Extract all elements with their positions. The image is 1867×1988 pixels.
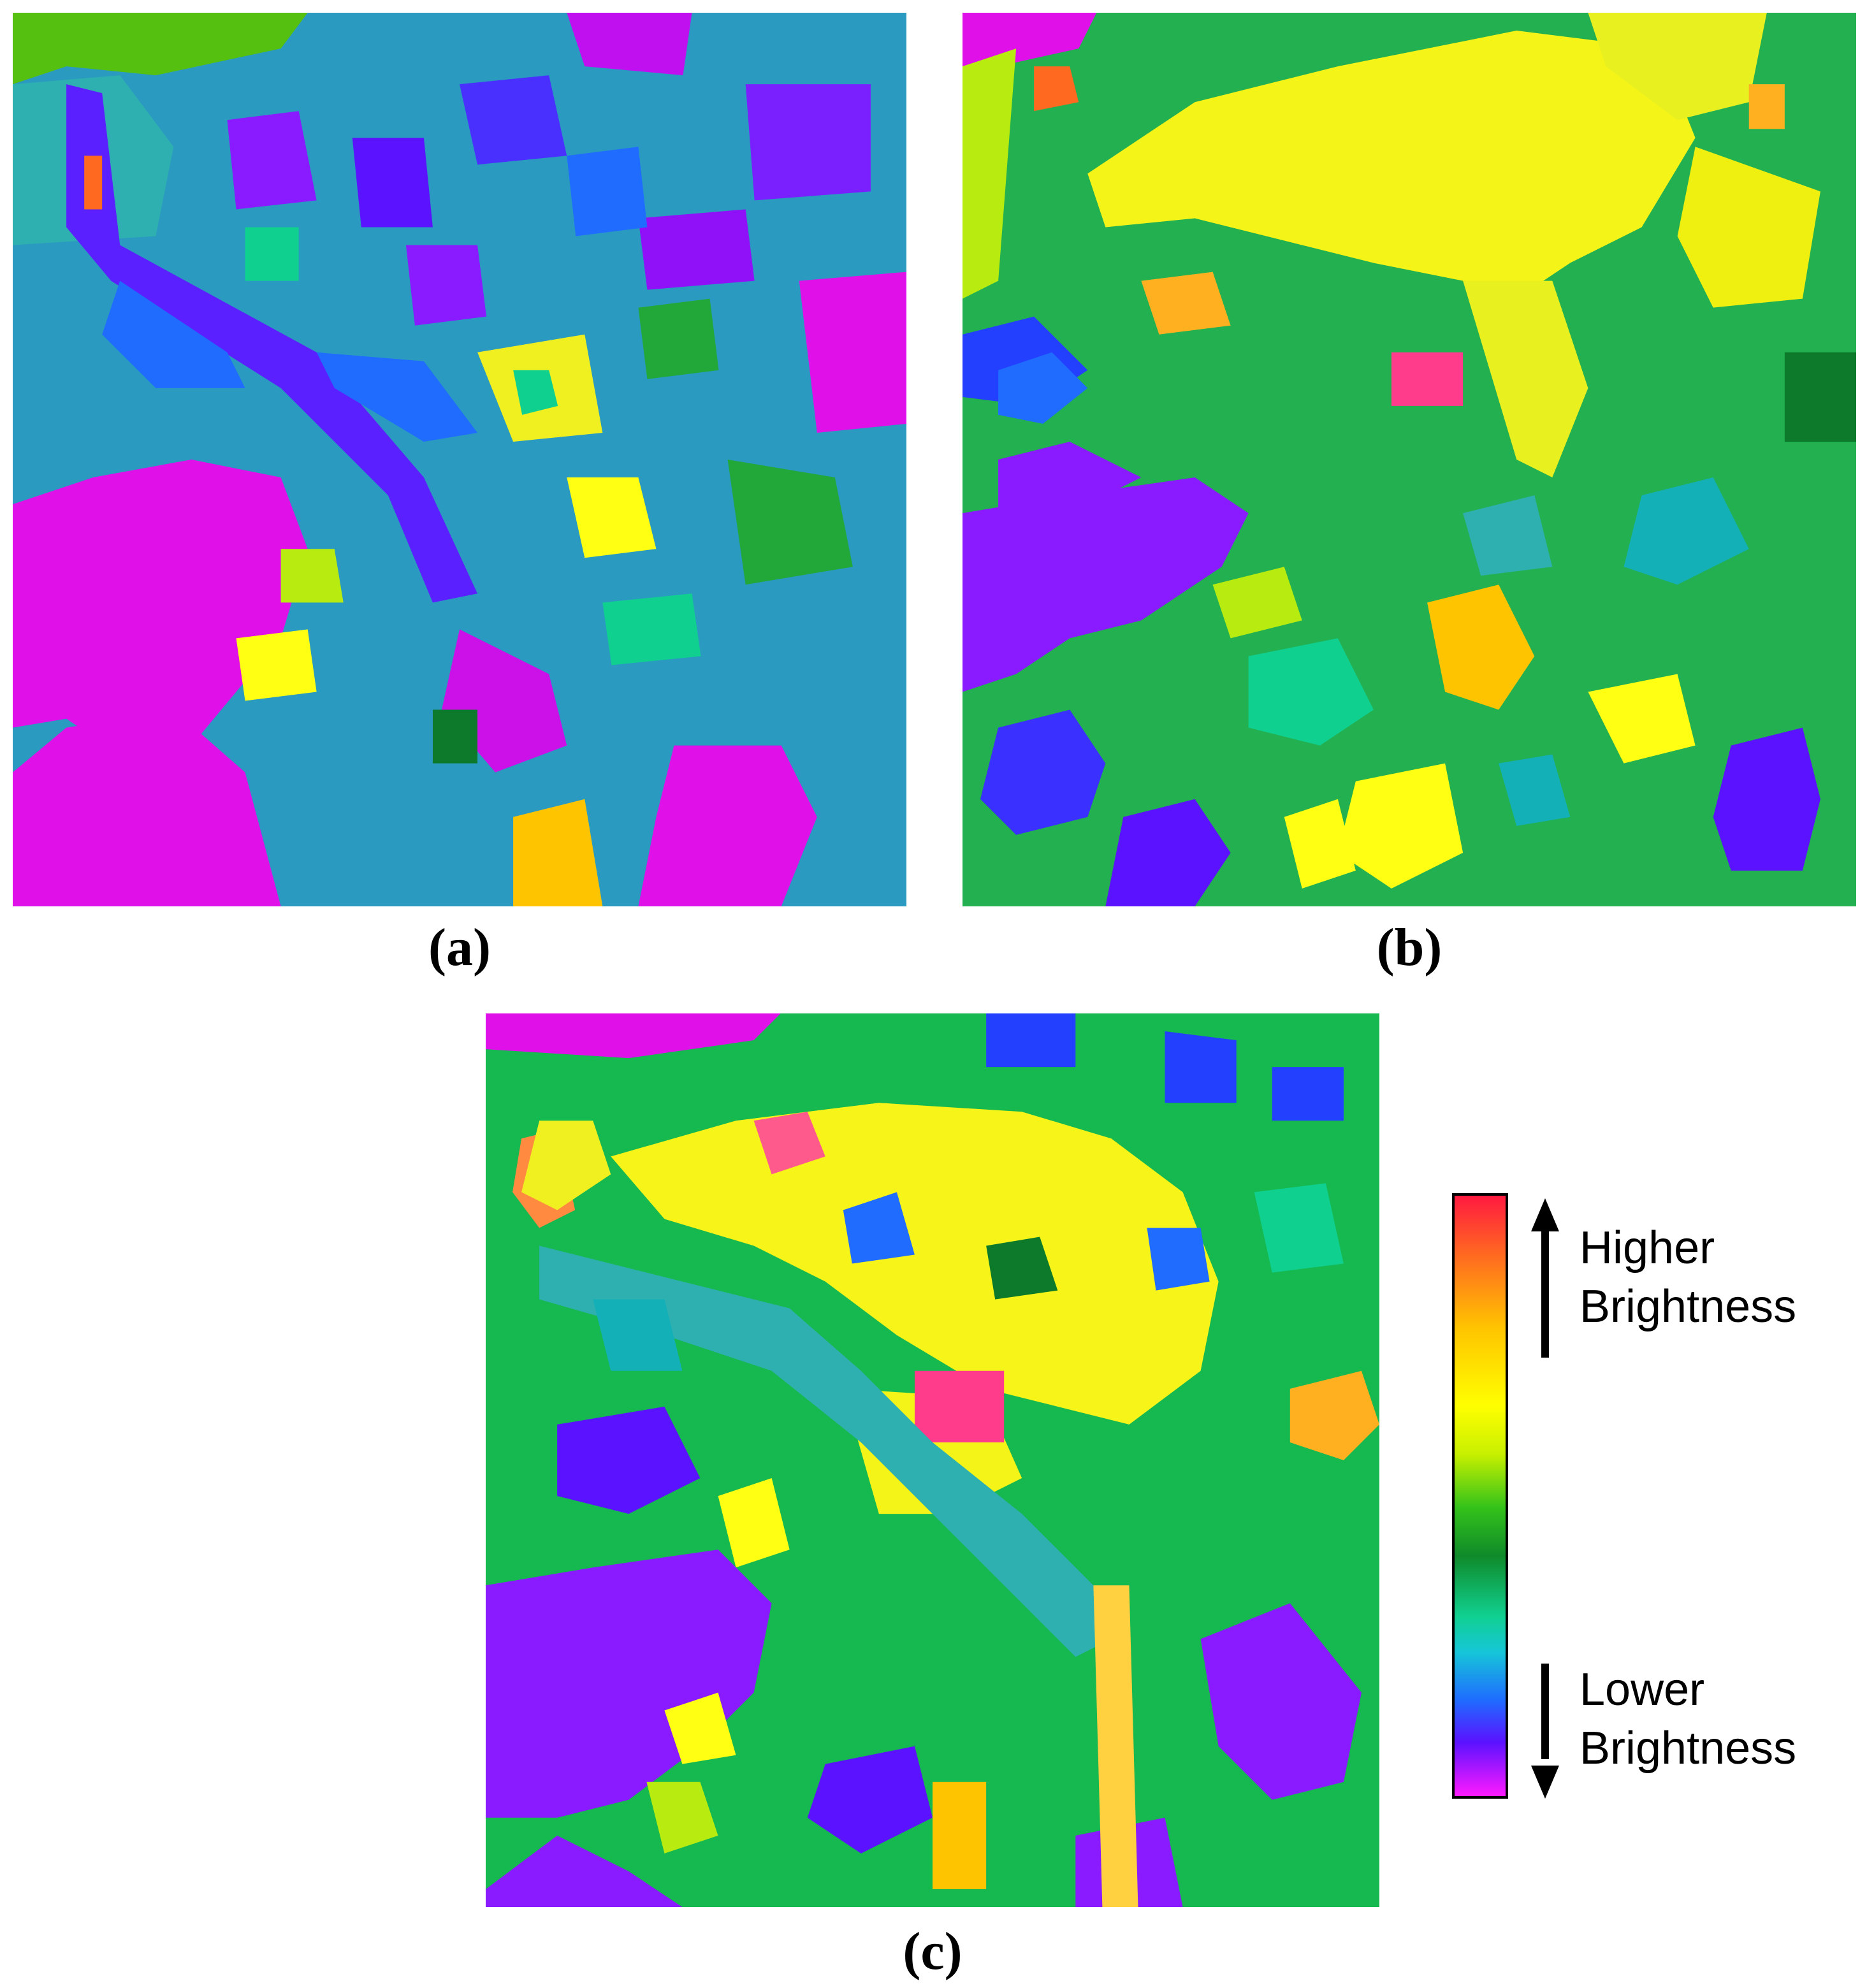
arrow-down-shaft [1541, 1664, 1549, 1759]
arrow-down-icon [1531, 1766, 1559, 1799]
legend-high-line2: Brightness [1580, 1281, 1797, 1332]
map-panel-c [486, 1013, 1379, 1907]
arrow-up-icon [1531, 1198, 1559, 1231]
brightness-map-a [13, 13, 906, 906]
brightness-map-c [486, 1013, 1379, 1907]
caption-a: (a) [428, 918, 491, 977]
legend-low-line1: Lower [1580, 1664, 1705, 1715]
legend-higher-brightness: Higher Brightness [1580, 1219, 1796, 1336]
map-panel-a [13, 13, 906, 906]
map-panel-b [963, 13, 1856, 906]
caption-c: (c) [903, 1922, 963, 1981]
brightness-colorbar [1452, 1193, 1508, 1799]
brightness-map-b [963, 13, 1856, 906]
caption-b: (b) [1376, 918, 1442, 977]
legend-lower-brightness: Lower Brightness [1580, 1660, 1796, 1778]
legend-high-line1: Higher [1580, 1223, 1715, 1273]
arrow-up-shaft [1541, 1230, 1549, 1358]
legend-low-line2: Brightness [1580, 1723, 1797, 1774]
